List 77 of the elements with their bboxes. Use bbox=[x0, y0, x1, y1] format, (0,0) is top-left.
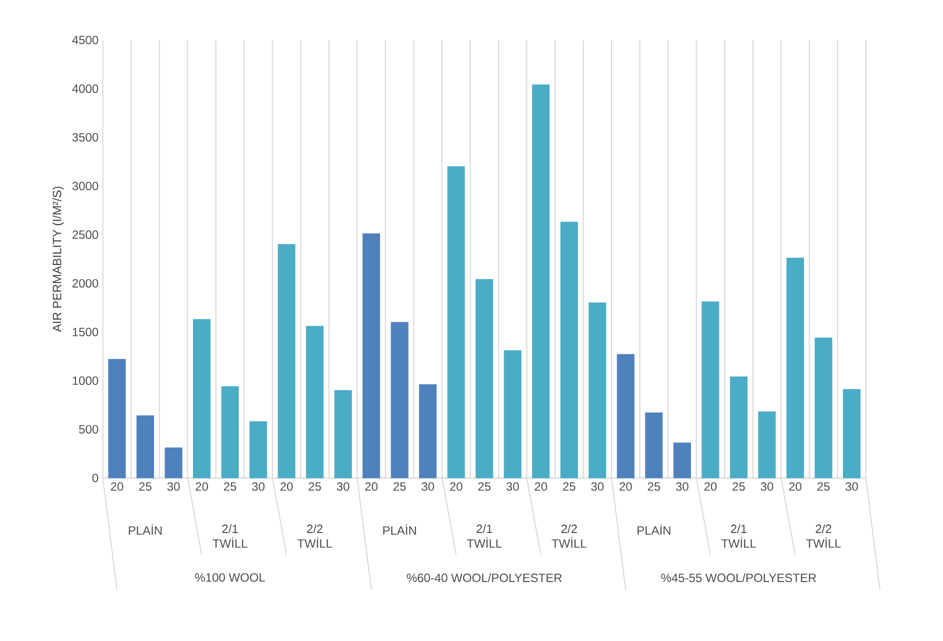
text: 2/2 TWİLL bbox=[297, 524, 332, 548]
x-tick-label: 25 bbox=[648, 482, 660, 491]
bar bbox=[221, 386, 239, 478]
x-tick-label: 30 bbox=[167, 482, 180, 491]
x-tick-label: 20 bbox=[450, 482, 462, 491]
x-tick-label: 20 bbox=[280, 482, 293, 491]
x-tick-label: 25 bbox=[139, 482, 152, 491]
bar bbox=[419, 384, 437, 478]
bar bbox=[278, 244, 296, 478]
bar bbox=[616, 354, 634, 478]
x-tick-label: 25 bbox=[817, 482, 830, 491]
bar bbox=[108, 358, 126, 478]
bar bbox=[447, 166, 465, 478]
x-tick-label: 25 bbox=[308, 482, 321, 491]
y-tick-label: 4500 bbox=[72, 36, 98, 44]
x-tick-label: 20 bbox=[534, 482, 548, 491]
text: 2/2 TWİLL bbox=[806, 524, 841, 548]
bar bbox=[786, 258, 804, 478]
y-tick-label: 0 bbox=[92, 474, 98, 482]
bar bbox=[306, 326, 324, 478]
x-tick-label: 30 bbox=[252, 482, 265, 491]
x-tick-label: 25 bbox=[563, 482, 576, 491]
text: 2/1 TWİLL bbox=[466, 524, 502, 548]
x-tick-label: 25 bbox=[478, 482, 491, 491]
bar bbox=[504, 350, 522, 478]
bar bbox=[702, 302, 720, 478]
bar bbox=[390, 322, 408, 478]
bar bbox=[645, 412, 663, 478]
y-tick-label: 2000 bbox=[72, 279, 98, 288]
bar bbox=[250, 421, 268, 478]
x-tick-label: 25 bbox=[394, 482, 406, 491]
bar bbox=[730, 376, 748, 478]
y-tick-label: 4000 bbox=[72, 84, 98, 93]
y-tick-label: 3000 bbox=[72, 182, 98, 190]
x-tick-label: 20 bbox=[196, 482, 208, 491]
text: 2/1 TWİLL bbox=[212, 524, 248, 548]
x-tick-label: 20 bbox=[365, 482, 378, 491]
text: PLAİN bbox=[638, 524, 670, 535]
y-tick-label: 500 bbox=[79, 425, 98, 434]
text: %45-55 WOOL/POLYESTER bbox=[661, 573, 816, 582]
bar bbox=[476, 279, 494, 478]
bar bbox=[673, 442, 691, 478]
bar bbox=[758, 412, 776, 478]
text: PLAİN bbox=[128, 524, 162, 535]
y-tick-label: 1000 bbox=[72, 376, 98, 385]
text: PLAİN bbox=[383, 524, 416, 535]
x-tick-label: 20 bbox=[789, 482, 802, 491]
x-tick-label: 30 bbox=[676, 482, 688, 491]
bar bbox=[842, 389, 861, 478]
y-axis-title: AIR PERMABILITY (I/M²/S) bbox=[52, 186, 64, 332]
bar bbox=[193, 319, 211, 478]
x-tick-label: 20 bbox=[704, 482, 717, 491]
text: 2/2 TWİLL bbox=[552, 524, 586, 548]
bar bbox=[532, 84, 550, 478]
text: %60-40 WOOL/POLYESTER bbox=[406, 573, 562, 582]
x-tick-label: 30 bbox=[591, 482, 604, 491]
x-tick-label: 20 bbox=[620, 482, 632, 491]
bar bbox=[814, 338, 832, 478]
bar bbox=[362, 233, 380, 478]
x-tick-label: 30 bbox=[760, 482, 774, 491]
x-tick-label: 20 bbox=[110, 482, 124, 491]
x-tick-label: 30 bbox=[506, 482, 519, 491]
bar bbox=[560, 222, 578, 478]
text: %100 WOOL bbox=[195, 573, 265, 582]
bar bbox=[164, 448, 182, 478]
y-tick-label: 1500 bbox=[72, 328, 98, 336]
bar bbox=[334, 390, 352, 478]
y-tick-label: 2500 bbox=[72, 230, 98, 239]
x-tick-label: 25 bbox=[732, 482, 745, 491]
bar bbox=[136, 415, 154, 478]
x-tick-label: 30 bbox=[422, 482, 434, 491]
x-tick-label: 30 bbox=[336, 482, 350, 491]
bar bbox=[588, 302, 606, 478]
x-tick-label: 25 bbox=[224, 482, 236, 491]
x-tick-label: 30 bbox=[846, 482, 858, 491]
text: 2/1 TWİLL bbox=[721, 524, 756, 548]
y-tick-label: 3500 bbox=[72, 133, 98, 142]
